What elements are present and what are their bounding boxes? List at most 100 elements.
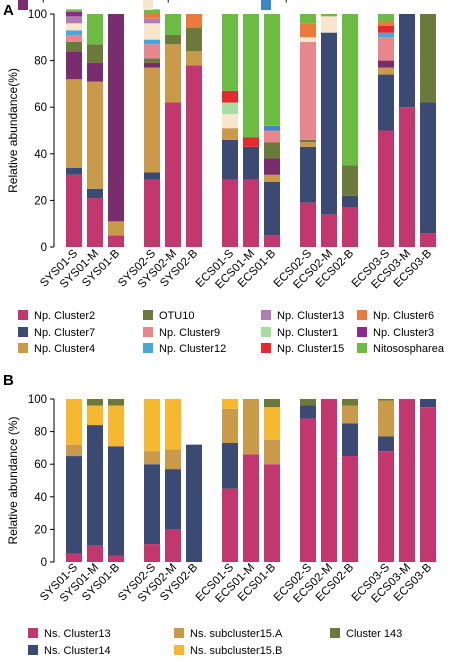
panel-a-legend-label: Np. Cluster9 — [159, 327, 220, 339]
panel-b-bar-segment — [243, 399, 259, 455]
panel-a-legend-label: Np. Cluster8 — [277, 0, 338, 3]
panel-b-bar-segment — [108, 405, 124, 447]
panel-a-legend-swatch — [357, 343, 367, 353]
panel-a-bar-segment — [165, 44, 181, 103]
panel-a-legend-label: Np. Cluster4 — [34, 343, 95, 355]
panel-a-bar-segment — [222, 139, 238, 180]
panel-b-bar-segment — [108, 555, 124, 562]
panel-b-bar-segment — [264, 439, 280, 465]
panel-a-bar-segment — [165, 34, 181, 45]
panel-b-legend-label: Ns. subcluster15.B — [190, 645, 282, 657]
panel-a-bar-segment — [222, 114, 238, 129]
panel-b-bar-segment — [321, 399, 337, 562]
panel-a-bar-segment — [264, 14, 280, 126]
panel-a-legend-swatch — [261, 310, 271, 320]
panel-b-bar-segment — [222, 399, 238, 409]
panel-b-y-tick-label: 100 — [28, 394, 47, 406]
panel-a-bar-segment — [321, 16, 337, 33]
panel-b-bar-segment — [378, 400, 394, 437]
panel-b-bar-segment — [300, 405, 316, 419]
panel-b-bar-segment — [186, 444, 202, 562]
panel-a-bar-segment — [87, 198, 103, 247]
panel-a-bar-segment — [300, 142, 316, 147]
panel-a-bar-segment — [186, 27, 202, 52]
panel-a-bar-segment — [399, 14, 415, 108]
panel-b-bar-segment — [66, 456, 82, 554]
panel-a-bar-segment — [87, 81, 103, 189]
panel-b-bar-segment — [87, 405, 103, 426]
panel-b-y-tick-label: 60 — [34, 459, 47, 471]
panel-a-legend-swatch — [143, 343, 153, 353]
panel-b-bar-segment — [342, 405, 358, 424]
panel-b-bar-segment — [108, 446, 124, 556]
panel-b-bar-segment — [264, 399, 280, 408]
panel-a-bar-segment — [300, 139, 316, 143]
panel-a-legend-swatch — [18, 327, 28, 337]
panel-b-bar-segment — [300, 418, 316, 562]
panel-a-bar-segment — [222, 90, 238, 103]
panel-a-bar-segment — [342, 165, 358, 196]
panel-a-y-tick-label: 60 — [34, 102, 47, 114]
panel-a-bar-segment — [108, 221, 124, 236]
panel-b-bar-segment — [165, 449, 181, 470]
panel-b-bar-segment — [222, 443, 238, 489]
panel-a-bar-segment — [144, 179, 160, 247]
panel-a-legend-label: Np. Cluster16 — [159, 0, 226, 3]
panel-b-bar-segment — [222, 408, 238, 444]
panel-a-bar-segment — [378, 130, 394, 247]
panel-a-bar-segment — [66, 30, 82, 35]
panel-a-bar-segment — [108, 14, 124, 222]
panel-a-y-axis-label: Relative abundance(%) — [6, 68, 20, 193]
panel-a-bar-segment — [66, 51, 82, 80]
panel-a-bar-segment — [144, 44, 160, 59]
panel-b-bar-segment — [66, 399, 82, 445]
panel-a-legend-label: Np. Cluster12 — [159, 343, 226, 355]
panel-b-bar-segment — [378, 399, 394, 401]
panel-b-bar-segment — [108, 399, 124, 406]
panel-b-bar-segment — [420, 399, 436, 408]
panel-b-legend-label: Cluster 143 — [346, 628, 402, 640]
panel-a-bar-segment — [378, 32, 394, 38]
panel-a-legend-swatch — [18, 0, 28, 10]
panel-b-y-tick-label: 80 — [34, 427, 47, 439]
panel-a-legend-label: Np. Cluster7 — [34, 327, 95, 339]
panel-b-bar-segment — [66, 553, 82, 562]
panel-a-legend-swatch — [143, 310, 153, 320]
panel-a-legend-label: Np. Cluster17 — [34, 0, 101, 3]
panel-a-bar-segment — [321, 14, 337, 17]
panel-b-bar-segment — [399, 399, 415, 562]
panel-a-legend-label: Np. Cluster2 — [34, 310, 95, 322]
panel-a-y-tick-label: 20 — [34, 195, 47, 207]
panel-a-bar-segment — [165, 102, 181, 247]
panel-a-legend-swatch — [18, 310, 28, 320]
panel-b-bar-segment — [144, 464, 160, 545]
panel-a-legend-label: Np. Cluster13 — [277, 310, 344, 322]
panel-a-bar-segment — [87, 62, 103, 82]
panel-a-legend-swatch — [261, 327, 271, 337]
panel-a-bar-segment — [420, 233, 436, 247]
panel-a-bar-segment — [264, 142, 280, 159]
panel-b-y-tick-label: 20 — [34, 524, 47, 536]
panel-a-bar-segment — [378, 37, 394, 61]
panel-a-bar-segment — [66, 9, 82, 12]
panel-b-bar-segment — [378, 436, 394, 452]
panel-b-bar-segment — [378, 451, 394, 562]
panel-b-bar-segment — [144, 399, 160, 452]
panel-a-legend-label: Np. Cluster15 — [277, 343, 344, 355]
panel-a-bar-segment — [264, 125, 280, 131]
panel-a-bar-segment — [300, 14, 316, 24]
panel-b-bar-segment — [342, 423, 358, 457]
panel-a-bar-segment — [378, 67, 394, 75]
panel-b-legend-label: Ns. Cluster14 — [44, 645, 111, 657]
panel-a-bar-segment — [243, 137, 259, 147]
panel-a-bar-segment — [399, 107, 415, 247]
panel-a-bar-segment — [243, 14, 259, 138]
panel-a-legend-swatch — [357, 327, 367, 337]
panel-a-bar-segment — [144, 62, 160, 68]
panel-a-legend-label: Np. Cluster6 — [373, 310, 434, 322]
panel-b-bar-segment — [264, 407, 280, 440]
panel-b-bar-segment — [66, 444, 82, 457]
panel-b-bar-segment — [87, 425, 103, 546]
panel-a-bar-segment — [321, 214, 337, 247]
